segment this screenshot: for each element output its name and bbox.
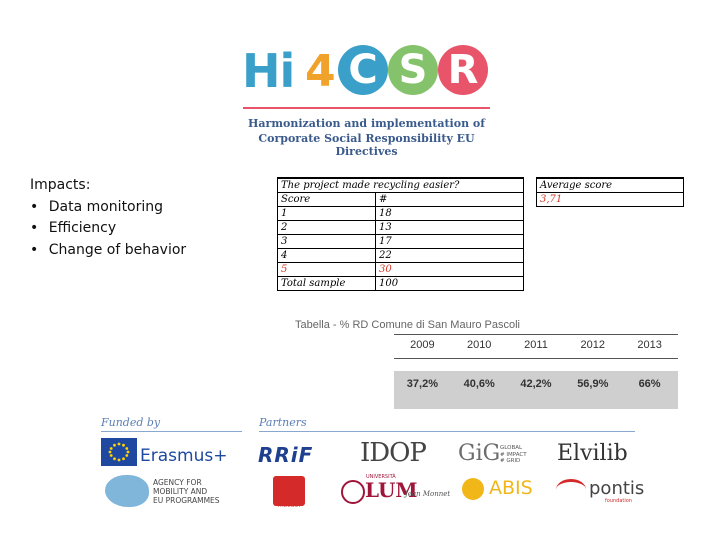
logo-hi-text: Hi xyxy=(242,44,295,98)
value-cell: 42,2% xyxy=(520,378,552,390)
year-cell: 2009 xyxy=(410,339,435,351)
logo-subtitle-2: Corporate Social Responsibility EU Direc… xyxy=(258,132,475,158)
count-cell: 13 xyxy=(375,220,524,235)
tabella-top-rule xyxy=(394,334,678,335)
value-cell: 40,6% xyxy=(463,378,495,390)
logo-four-text: 4 xyxy=(305,46,336,97)
lum-small-text: UNIVERSITÀ xyxy=(366,474,396,480)
average-label: Average score xyxy=(536,177,684,193)
eu-flag-icon xyxy=(101,438,137,466)
gig-line: GLOBAL xyxy=(500,445,523,451)
idop-logo: IDOP xyxy=(360,438,427,468)
score-cell: 4 xyxy=(277,248,376,263)
count-cell: 17 xyxy=(375,234,524,249)
logo-s-circle: S xyxy=(388,45,438,95)
tabella-mid-rule xyxy=(394,358,678,359)
tabella-table: 2009 2010 2011 2012 2013 37,2% 40,6% 42,… xyxy=(394,334,678,410)
agency-line: AGENCY FOR xyxy=(153,478,202,487)
score-cell: 5 xyxy=(277,262,376,277)
logo-divider xyxy=(243,107,490,109)
agency-line: MOBILITY AND xyxy=(153,487,208,496)
trucost-logo-icon xyxy=(273,476,305,506)
col-score-header: Score xyxy=(277,192,376,207)
count-cell: 22 xyxy=(375,248,524,263)
value-cell: 37,2% xyxy=(406,378,438,390)
impacts-block: Impacts: Data monitoring Efficiency Chan… xyxy=(30,175,186,261)
pontis-logo: pontis xyxy=(589,478,645,499)
value-cell: 66% xyxy=(638,378,661,390)
gig-logo: GiG xyxy=(458,441,501,466)
abis-logo: ABIS xyxy=(489,477,533,499)
year-cell: 2011 xyxy=(524,339,548,351)
value-cell: 56,9% xyxy=(577,378,609,390)
survey-question-row: The project made recycling easier? xyxy=(277,177,524,193)
average-value: 3,71 xyxy=(536,192,684,207)
impacts-list: Data monitoring Efficiency Change of beh… xyxy=(30,197,186,262)
year-cell: 2013 xyxy=(637,339,662,351)
erasmus-logo-text: Erasmus+ xyxy=(140,446,228,466)
gig-line: # GRID xyxy=(500,458,521,464)
logo-c-circle: C xyxy=(338,45,388,95)
trucost-logo-text: TRUCOST xyxy=(277,503,301,509)
funded-divider xyxy=(101,431,242,432)
tabella-values-shade xyxy=(394,371,678,409)
impact-item: Change of behavior xyxy=(30,240,186,262)
count-cell: 18 xyxy=(375,206,524,221)
gig-line: # IMPACT xyxy=(500,451,527,458)
col-count-header: # xyxy=(375,192,524,207)
total-value: 100 xyxy=(375,276,524,291)
lum-logo: LUM xyxy=(365,478,418,502)
agency-logo-text: AGENCY FOR MOBILITY AND EU PROGRAMMES xyxy=(153,478,220,505)
tabella-values-row: 37,2% 40,6% 42,2% 56,9% 66% xyxy=(394,378,678,390)
impact-item: Efficiency xyxy=(30,218,186,240)
table-row: 2 13 xyxy=(277,220,524,235)
table-row: 5 30 xyxy=(277,262,524,277)
logo-r-circle: R xyxy=(438,45,488,95)
survey-question: The project made recycling easier? xyxy=(277,177,524,193)
score-cell: 1 xyxy=(277,206,376,221)
abis-logo-icon xyxy=(462,478,484,500)
pontis-arc-icon xyxy=(556,479,586,500)
count-cell: 30 xyxy=(375,262,524,277)
year-cell: 2012 xyxy=(580,339,606,351)
table-row: 1 18 xyxy=(277,206,524,221)
partners-label: Partners xyxy=(259,416,307,429)
total-label: Total sample xyxy=(277,276,376,291)
impacts-heading: Impacts: xyxy=(30,177,91,193)
tabella-years-row: 2009 2010 2011 2012 2013 xyxy=(394,339,678,351)
elvilib-logo: Elvilib xyxy=(557,441,628,466)
rrif-logo: RRiF xyxy=(258,443,314,467)
table-row: 3 17 xyxy=(277,234,524,249)
lum-seal-icon xyxy=(341,480,365,504)
tabella-title: Tabella - % RD Comune di San Mauro Pasco… xyxy=(295,319,520,331)
agency-line: EU PROGRAMMES xyxy=(153,496,220,505)
pontis-small-text: foundation xyxy=(605,498,632,504)
survey-header-row: Score # xyxy=(277,192,524,207)
survey-table: The project made recycling easier? Score… xyxy=(277,177,524,291)
agency-logo-icon xyxy=(105,475,149,507)
total-row: Total sample 100 xyxy=(277,276,524,291)
score-cell: 3 xyxy=(277,234,376,249)
impact-item: Data monitoring xyxy=(30,197,186,219)
average-table: Average score 3,71 xyxy=(536,177,684,207)
logo-subtitle-1: Harmonization and implementation of xyxy=(248,117,485,130)
jean-monnet-signature: Jean Monnet xyxy=(405,490,451,498)
partners-divider xyxy=(259,431,635,432)
score-cell: 2 xyxy=(277,220,376,235)
gig-logo-text: GLOBAL # IMPACT # GRID xyxy=(500,445,527,465)
year-cell: 2010 xyxy=(466,339,492,351)
table-row: 4 22 xyxy=(277,248,524,263)
funded-by-label: Funded by xyxy=(101,416,161,429)
